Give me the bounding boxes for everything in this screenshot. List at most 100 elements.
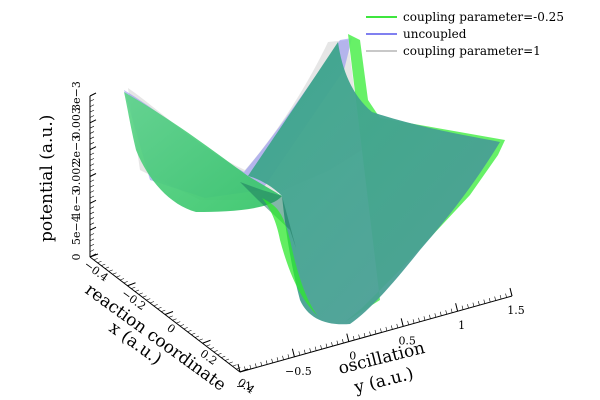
y-minor-tick — [352, 336, 355, 341]
y-tick-label: −1 — [236, 380, 252, 393]
y-minor-tick — [401, 322, 404, 327]
z-minor-tick — [89, 142, 95, 145]
y-tick-label: 0.5 — [398, 334, 416, 347]
y-minor-tick — [314, 346, 317, 351]
surface-right-wing — [248, 42, 500, 325]
x-minor-tick — [221, 355, 226, 358]
x-minor-tick — [134, 289, 140, 292]
x-minor-tick — [176, 321, 181, 324]
x-minor-tick — [149, 301, 155, 304]
x-axis-title-line1: reaction coordinate — [81, 280, 230, 396]
y-minor-tick — [488, 298, 491, 303]
y-minor-tick — [238, 367, 241, 373]
y-minor-tick — [363, 332, 366, 338]
z-tick-label: 5e−4 — [70, 215, 83, 245]
z-minor-tick — [89, 211, 95, 215]
y-minor-tick — [325, 343, 328, 348]
x-minor-tick — [153, 304, 158, 307]
z-minor-tick — [89, 131, 95, 134]
y-minor-tick — [407, 320, 409, 325]
surface-left-wing — [124, 92, 282, 212]
y-minor-tick — [423, 316, 426, 321]
z-tick-label: 1e−3 — [70, 188, 83, 218]
y-minor-tick — [282, 355, 284, 360]
y-tick-label: 0 — [349, 350, 356, 363]
y-minor-tick — [320, 345, 322, 350]
y-minor-tick — [483, 299, 486, 304]
y-minor-tick — [309, 348, 312, 353]
x-minor-tick — [93, 258, 98, 261]
z-minor-tick — [89, 168, 95, 172]
z-minor-tick — [89, 104, 95, 108]
y-minor-tick — [287, 354, 290, 359]
legend-label: coupling parameter=1 — [403, 44, 541, 58]
z-minor-tick — [89, 125, 95, 129]
y-minor-tick — [412, 319, 415, 324]
x-minor-tick — [146, 298, 151, 301]
x-minor-tick — [172, 318, 177, 321]
y-minor-tick — [418, 317, 420, 322]
y-minor-tick — [293, 352, 295, 357]
x-minor-tick — [191, 332, 196, 335]
z-minor-tick — [89, 243, 95, 247]
z-minor-tick — [89, 233, 95, 236]
z-tick-label: 2e−3 — [70, 135, 83, 165]
z-minor-tick — [89, 93, 95, 97]
x-minor-tick — [164, 312, 170, 315]
x-minor-tick — [142, 295, 147, 298]
surface-valley-shadow — [240, 182, 296, 248]
y-minor-tick — [396, 323, 399, 328]
y-minor-tick — [244, 366, 246, 371]
z-minor-tick — [89, 136, 95, 140]
z-minor-tick — [89, 217, 95, 220]
y-tick-label: 1 — [458, 319, 465, 332]
y-minor-tick — [380, 328, 382, 333]
y-minor-tick — [271, 358, 273, 363]
z-minor-tick — [89, 158, 95, 161]
y-minor-tick — [439, 311, 442, 316]
x-minor-tick — [224, 358, 230, 361]
y-minor-tick — [249, 364, 252, 370]
z-minor-tick — [89, 222, 95, 226]
z-tick-label: 3e−3 — [70, 81, 83, 111]
x-minor-tick — [168, 315, 173, 318]
y-minor-tick — [255, 363, 257, 368]
y-minor-tick — [358, 334, 360, 339]
y-minor-tick — [331, 342, 333, 347]
z-minor-tick — [89, 184, 95, 188]
z-minor-tick — [89, 227, 95, 231]
x-minor-tick — [108, 269, 113, 272]
x-minor-tick — [217, 352, 222, 356]
z-minor-tick — [89, 163, 95, 167]
surface-green-rim — [262, 198, 318, 316]
y-minor-tick — [450, 308, 453, 313]
z-minor-tick — [89, 99, 95, 102]
y-minor-tick — [374, 329, 377, 335]
x-tick-group: −0.4−0.200.20.4 — [81, 253, 257, 397]
y-minor-tick — [510, 291, 513, 297]
x-minor-tick — [123, 281, 128, 284]
x-minor-tick — [179, 324, 185, 327]
x-minor-tick — [104, 266, 110, 269]
z-tick-label: 0.003 — [70, 107, 83, 139]
z-minor-tick — [89, 109, 95, 113]
x-minor-tick — [131, 286, 136, 289]
x-minor-tick — [198, 338, 203, 341]
z-minor-tick — [89, 249, 95, 252]
legend: coupling parameter=-0.25 uncoupled couplin… — [366, 10, 564, 58]
z-minor-tick — [89, 190, 95, 193]
y-minor-tick — [336, 340, 339, 345]
x-minor-tick — [194, 335, 200, 338]
y-minor-tick — [347, 337, 350, 342]
legend-label: coupling parameter=-0.25 — [403, 10, 564, 24]
z-minor-tick — [89, 147, 95, 150]
y-minor-tick — [429, 314, 431, 319]
y-minor-tick — [499, 294, 502, 300]
z-minor-tick — [89, 174, 95, 177]
z-minor-tick — [89, 152, 95, 156]
y-tick-group: −1 −0.5 0 0.5 1 1.5 — [236, 287, 525, 393]
y-minor-tick — [461, 305, 464, 310]
